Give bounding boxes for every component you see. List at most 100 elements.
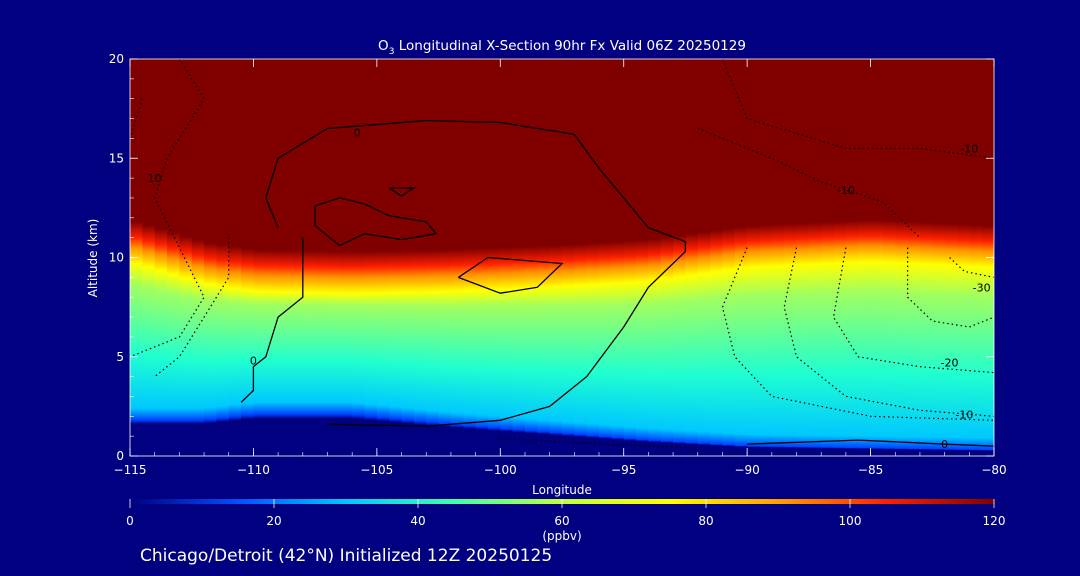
ozone-column: [204, 242, 218, 456]
ozone-column: [500, 247, 514, 456]
contour-line: [388, 187, 417, 197]
contour-line: [265, 119, 687, 427]
x-tick-label: −105: [360, 463, 393, 477]
contour-label: 10: [148, 172, 162, 185]
ozone-column: [253, 249, 267, 456]
ozone-column: [389, 250, 403, 456]
colorbar-tick-label: 100: [839, 514, 862, 528]
colorbar-tick-label: 40: [410, 514, 425, 528]
axes: −115 −110 −105 −100 −95 −90 −85 −80 0 5 10 15 20: [109, 52, 1007, 477]
contour-line: [747, 439, 994, 447]
ozone-column: [142, 225, 156, 456]
colorbar: 0 20 40 60 80 100 120 (ppbv): [126, 499, 1005, 543]
colorbar-tick-label: 120: [983, 514, 1006, 528]
ozone-column: [722, 228, 736, 456]
colorbar-ticks: 0 20 40 60 80 100 120: [126, 499, 1005, 528]
contour-label: -10: [955, 408, 973, 421]
contour-line: [240, 237, 304, 403]
ozone-column: [821, 221, 835, 456]
ozone-column: [216, 244, 230, 456]
contour-label: -10: [960, 142, 978, 155]
ozone-column: [771, 224, 785, 456]
ozone-column: [586, 242, 600, 456]
ozone-column: [919, 222, 934, 456]
ozone-column: [463, 248, 477, 456]
ozone-column: [648, 238, 662, 456]
ozone-column: [562, 244, 576, 456]
ozone-column: [882, 220, 897, 456]
ozone-column: [660, 237, 674, 456]
contour-label: -30: [973, 281, 991, 294]
ozone-column: [710, 230, 724, 456]
ozone-column: [759, 224, 773, 456]
ozone-column: [265, 249, 279, 456]
x-tick-label: −85: [858, 463, 883, 477]
ozone-column: [179, 236, 193, 456]
ozone-column: [278, 250, 292, 456]
ozone-column: [636, 240, 650, 456]
y-tick-label: 15: [109, 151, 124, 165]
x-tick-label: −80: [981, 463, 1006, 477]
contour-line: [154, 237, 230, 378]
contour-line: [457, 256, 564, 294]
ozone-column: [870, 220, 884, 456]
ozone-column: [290, 250, 304, 456]
ozone-column: [438, 249, 452, 456]
y-tick-label: 0: [116, 449, 124, 463]
ozone-column: [154, 228, 168, 456]
contour-label: -10: [837, 184, 855, 197]
ozone-column: [537, 245, 551, 456]
ozone-column: [241, 248, 255, 456]
ozone-column: [574, 243, 588, 456]
ozone-column: [673, 235, 687, 456]
x-tick-label: −95: [611, 463, 636, 477]
ozone-column: [599, 242, 613, 456]
ozone-column: [228, 246, 242, 456]
ozone-column: [130, 221, 144, 456]
ozone-column: [549, 245, 563, 456]
y-axis-label: Altitude (km): [86, 219, 100, 298]
y-tick-label: 5: [116, 350, 124, 364]
ozone-column: [981, 225, 994, 456]
ozone-column: [796, 223, 810, 456]
x-tick-label: −100: [484, 463, 517, 477]
ozone-column: [302, 250, 316, 456]
contour-line: [314, 197, 438, 247]
ozone-field: [130, 220, 994, 456]
x-tick-label: −115: [114, 463, 147, 477]
ozone-column: [450, 249, 465, 456]
ozone-column: [327, 251, 341, 456]
colorbar-tick-label: 60: [554, 514, 569, 528]
ozone-column: [315, 250, 329, 456]
ozone-column: [969, 224, 983, 456]
ozone-column: [932, 223, 946, 456]
contour-line: [500, 437, 698, 449]
ozone-column: [426, 249, 440, 456]
colorbar-tick-label: 0: [126, 514, 134, 528]
ozone-column: [401, 250, 415, 456]
contour-line: [783, 247, 994, 417]
contour-label: 0: [354, 126, 361, 139]
ozone-column: [376, 250, 390, 456]
ozone-column: [895, 221, 909, 456]
contour-label: 0: [250, 355, 257, 368]
footer-caption: Chicago/Detroit (42°N) Initialized 12Z 2…: [140, 546, 552, 566]
plot-area: 0 0 10 -10 -10 -10 -20 -30 0: [129, 58, 995, 457]
colorbar-tick-label: 20: [266, 514, 281, 528]
ozone-column: [512, 246, 526, 456]
y-tick-label: 10: [109, 251, 124, 265]
ozone-column: [697, 231, 711, 456]
ozone-column: [339, 251, 353, 456]
ozone-column: [845, 220, 860, 456]
contour-lines: 0 0 10 -10 -10 -10 -20 -30 0: [130, 59, 994, 451]
x-tick-label: −90: [734, 463, 759, 477]
ozone-column: [784, 223, 798, 456]
ozone-column: [352, 251, 366, 456]
ozone-column: [944, 223, 958, 456]
colorbar-tick-label: 80: [698, 514, 713, 528]
ozone-column: [734, 226, 748, 456]
ozone-column: [623, 240, 637, 456]
ozone-column: [167, 232, 181, 456]
ozone-column: [858, 220, 872, 456]
